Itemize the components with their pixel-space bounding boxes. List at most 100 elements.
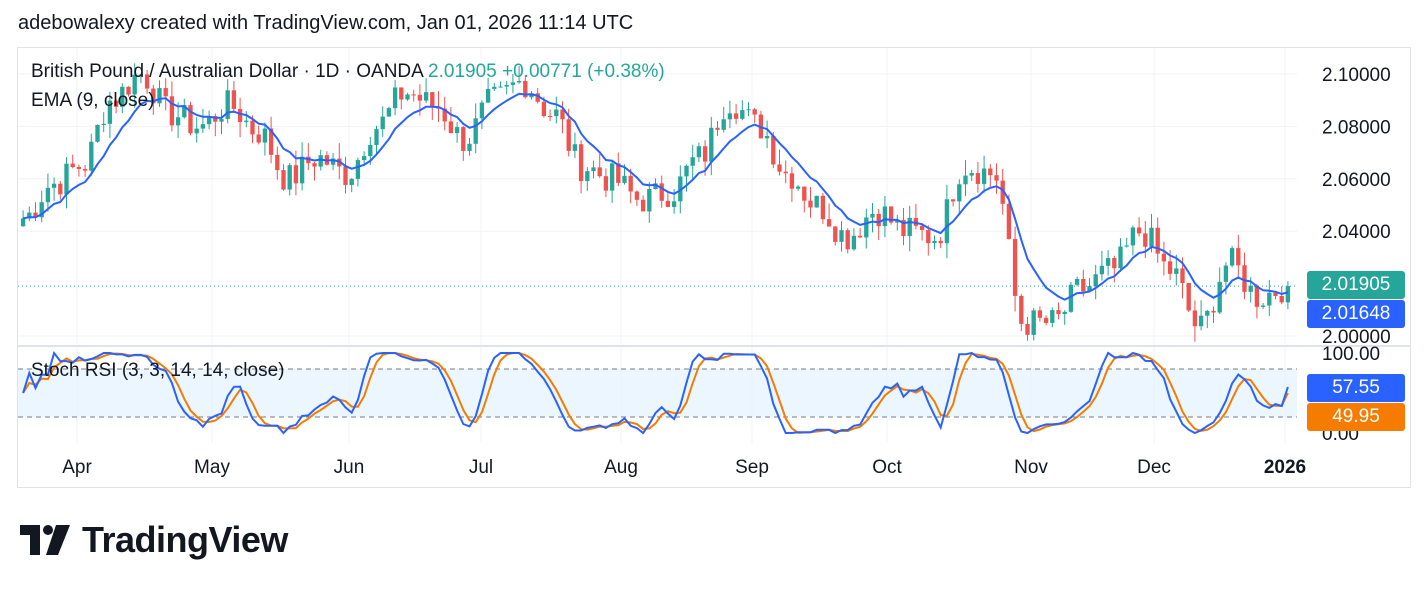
candle-up bbox=[206, 116, 212, 125]
candle-down bbox=[33, 212, 38, 218]
candle-down bbox=[715, 127, 720, 130]
stoch-tick-label: 100.00 bbox=[1322, 344, 1380, 365]
candle-up bbox=[1087, 286, 1092, 292]
stoch-band bbox=[18, 368, 1297, 418]
candle-up bbox=[851, 235, 857, 250]
candle-down bbox=[268, 128, 274, 155]
candle-down bbox=[808, 200, 813, 208]
candle-down bbox=[169, 96, 175, 126]
candle-up bbox=[101, 123, 106, 125]
candle-up bbox=[355, 160, 361, 179]
candle-up bbox=[423, 92, 429, 101]
candle-up bbox=[870, 213, 875, 218]
stoch-rsi-legend[interactable]: Stoch RSI (3, 3, 14, 14, close) bbox=[31, 360, 285, 381]
tradingview-logo[interactable]: TradingView bbox=[20, 519, 288, 560]
candle-down bbox=[237, 108, 243, 123]
candle-up bbox=[182, 105, 187, 118]
candle-up bbox=[1031, 310, 1036, 335]
ema-9-line bbox=[22, 92, 1289, 301]
candle-down bbox=[752, 109, 757, 115]
candle-up bbox=[516, 80, 522, 83]
tradingview-logo-icon bbox=[20, 525, 70, 555]
candle-up bbox=[554, 109, 559, 117]
time-tick-label: Dec bbox=[1137, 457, 1171, 478]
candle-down bbox=[312, 163, 317, 167]
candle-up bbox=[1285, 286, 1291, 303]
candle-up bbox=[591, 167, 596, 172]
stoch-d-line bbox=[22, 351, 1289, 434]
candle-up bbox=[740, 110, 745, 119]
candle-up bbox=[1174, 268, 1179, 274]
price-tick-label: 2.08000 bbox=[1322, 117, 1391, 138]
ema-legend[interactable]: EMA (9, close) bbox=[31, 90, 155, 111]
candle-down bbox=[1236, 248, 1241, 266]
candle-down bbox=[1161, 253, 1167, 262]
candle-up bbox=[20, 218, 26, 227]
axis-labels: 2.10000 2.08000 2.06000 2.04000 2.00000 Apr Ma… bbox=[62, 65, 1390, 478]
candle-down bbox=[70, 163, 75, 167]
time-tick-label: 2026 bbox=[1264, 457, 1306, 478]
candle-down bbox=[789, 173, 795, 189]
candle-down bbox=[256, 134, 261, 143]
last-price-tag: 2.01905 bbox=[1307, 271, 1405, 299]
candle-down bbox=[994, 175, 999, 181]
candle-down bbox=[560, 109, 565, 120]
stoch-lines bbox=[22, 350, 1289, 435]
candles bbox=[20, 63, 1291, 342]
candle-down bbox=[938, 240, 943, 244]
candle-up bbox=[1223, 265, 1229, 282]
candle-up bbox=[653, 183, 658, 190]
candle-down bbox=[833, 226, 838, 242]
price-tick-label: 2.10000 bbox=[1322, 65, 1391, 86]
candle-up bbox=[814, 195, 819, 208]
candle-down bbox=[442, 108, 447, 122]
candle-down bbox=[535, 93, 540, 102]
candle-up bbox=[572, 144, 578, 151]
candle-down bbox=[275, 154, 280, 171]
candle-down bbox=[213, 116, 218, 122]
candle-down bbox=[1279, 296, 1284, 303]
candle-down bbox=[58, 183, 63, 195]
candle-down bbox=[777, 164, 782, 172]
candle-down bbox=[659, 183, 664, 201]
candle-up bbox=[1099, 265, 1105, 275]
time-tick-label: May bbox=[194, 457, 230, 478]
candle-down bbox=[144, 74, 150, 89]
candle-down bbox=[461, 127, 466, 151]
candle-up bbox=[895, 219, 900, 223]
candle-down bbox=[281, 170, 286, 190]
candle-up bbox=[120, 86, 125, 107]
candle-down bbox=[634, 191, 640, 200]
chart-frame[interactable] bbox=[17, 47, 1411, 488]
candle-down bbox=[1112, 258, 1117, 269]
candle-down bbox=[603, 176, 609, 191]
symbol-name: British Pound / Australian Dollar · 1D ·… bbox=[31, 61, 423, 82]
candle-down bbox=[845, 230, 850, 250]
candle-up bbox=[64, 163, 69, 195]
candle-up bbox=[368, 144, 373, 157]
candle-down bbox=[1006, 203, 1012, 239]
candle-down bbox=[771, 135, 776, 165]
candle-up bbox=[157, 88, 162, 104]
candle-down bbox=[926, 229, 931, 244]
candle-up bbox=[864, 217, 869, 238]
candle-up bbox=[479, 102, 485, 119]
symbol-legend[interactable]: British Pound / Australian Dollar · 1D ·… bbox=[31, 61, 665, 83]
ema-price-tag: 2.01648 bbox=[1307, 300, 1405, 328]
candle-up bbox=[746, 109, 751, 111]
candle-up bbox=[1260, 305, 1266, 307]
candle-up bbox=[671, 201, 677, 207]
candle-down bbox=[541, 101, 547, 117]
candle-down bbox=[783, 171, 788, 174]
candle-up bbox=[647, 189, 652, 212]
candle-up bbox=[138, 74, 144, 76]
candle-up bbox=[963, 175, 968, 185]
candle-down bbox=[1254, 285, 1260, 307]
ema-line bbox=[22, 92, 1289, 301]
candle-down bbox=[1043, 317, 1049, 323]
candle-up bbox=[1068, 284, 1074, 312]
candle-up bbox=[27, 212, 32, 219]
candle-down bbox=[1012, 238, 1018, 296]
candle-down bbox=[857, 235, 863, 238]
